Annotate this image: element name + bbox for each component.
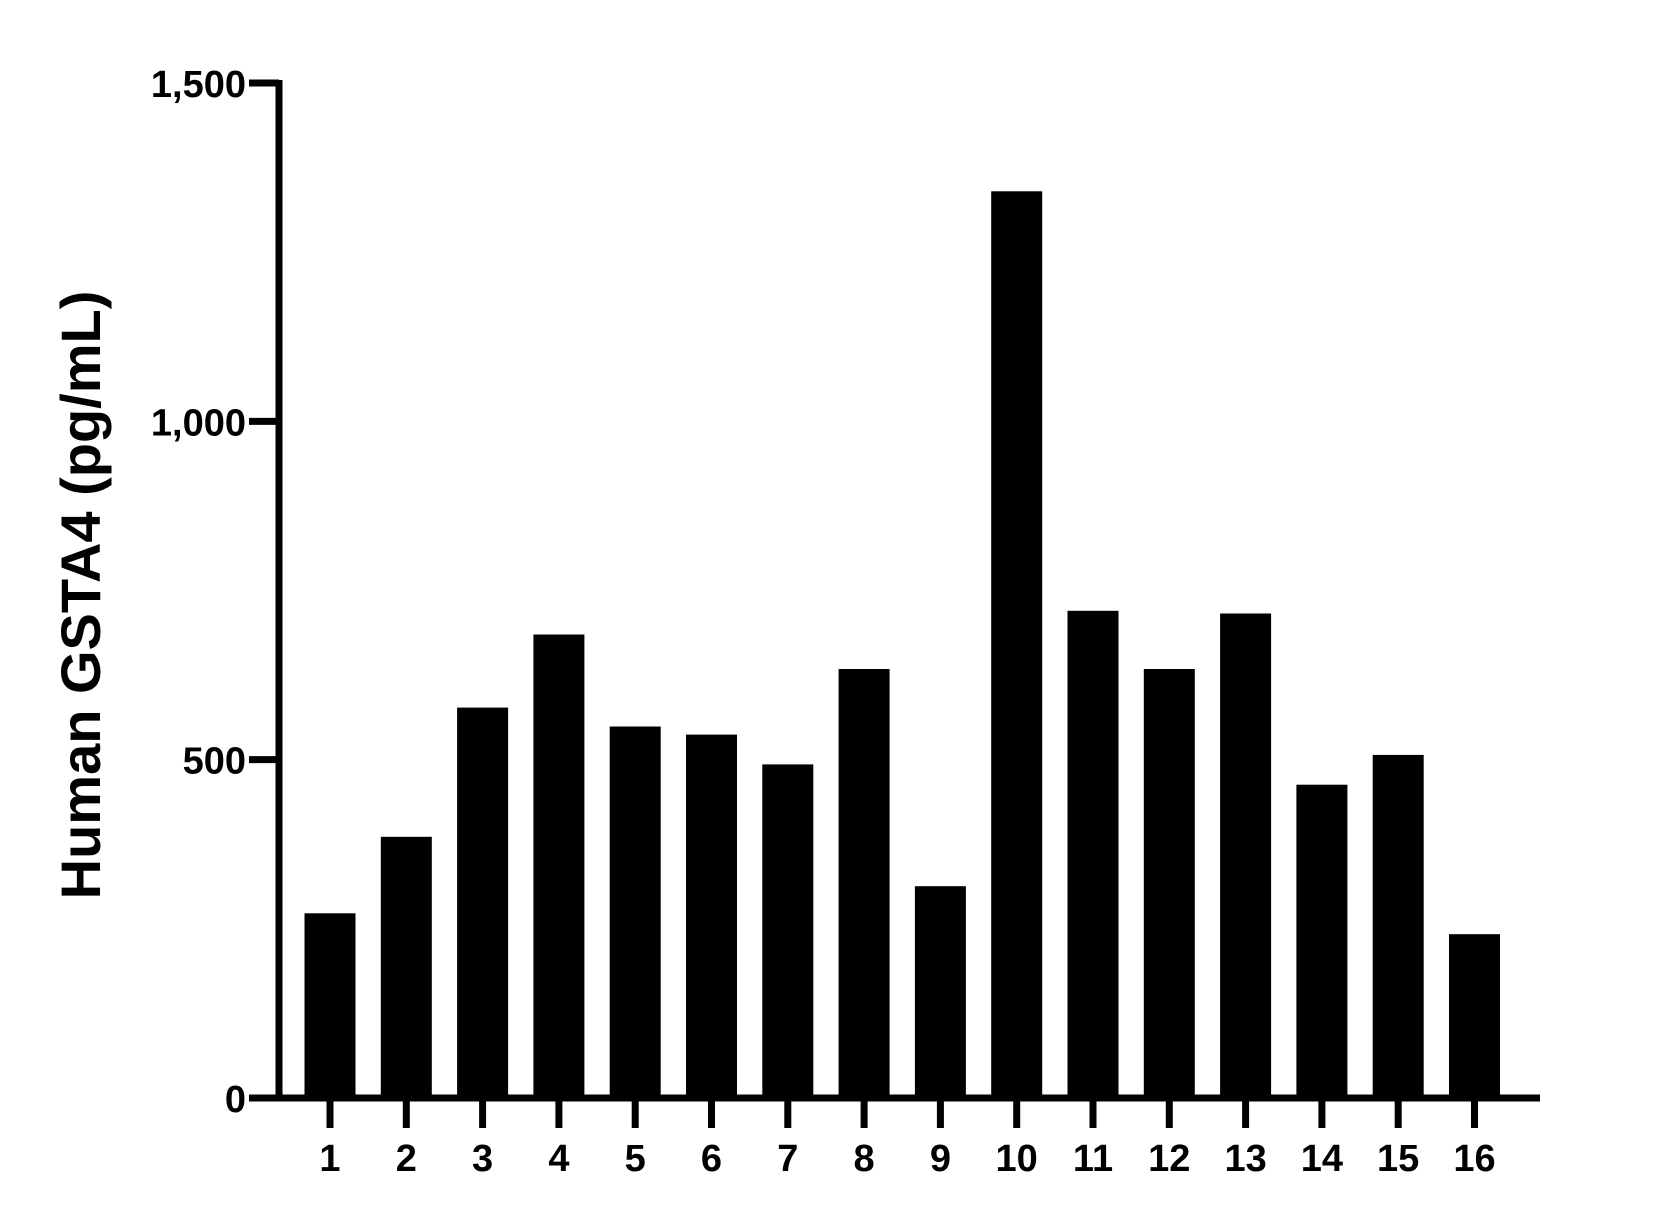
y-axis-title: Human GSTA4 (pg/mL) [49,291,112,900]
bar-13 [1220,613,1272,1098]
bar-11 [1067,610,1119,1098]
bar-1 [304,913,356,1098]
x-tick-label: 11 [1073,1138,1113,1180]
bar-14 [1296,784,1348,1098]
x-tick-label: 16 [1453,1138,1495,1180]
y-tick-label: 1,500 [151,64,246,106]
bar-6 [686,734,737,1098]
x-tick-label: 7 [777,1138,798,1180]
bar-15 [1372,754,1424,1098]
bar-16 [1449,934,1500,1098]
bar-2 [380,836,432,1098]
bar-10 [991,191,1043,1099]
x-tick-label: 6 [701,1138,722,1180]
y-tick-label: 0 [225,1079,246,1121]
x-tick-label: 5 [625,1138,646,1180]
x-tick-label: 10 [996,1138,1038,1180]
x-tick-label: 4 [548,1138,569,1180]
bar-9 [914,886,966,1098]
x-tick-label: 8 [854,1138,875,1180]
bar-12 [1143,669,1195,1098]
y-tick-label: 500 [183,741,246,783]
x-tick-label: 1 [319,1138,340,1180]
y-tick-label: 1,000 [151,402,246,444]
x-ticks: 1 2 3 4 5 6 7 8 9 10 11 12 13 14 15 16 [319,1098,1496,1180]
x-tick-label: 3 [472,1138,493,1180]
bar-4 [533,634,585,1098]
axes-layer [275,80,1540,1102]
bar-5 [609,726,661,1098]
x-tick-label: 13 [1224,1138,1266,1180]
y-ticks: 0 500 1,000 1,500 [151,64,279,1121]
x-tick-label: 12 [1148,1138,1190,1180]
bar-3 [457,707,509,1098]
x-tick-label: 14 [1301,1138,1343,1180]
bars-layer [304,191,1500,1099]
bar-8 [838,669,890,1098]
x-tick-label: 9 [930,1138,951,1180]
x-tick-label: 2 [396,1138,417,1180]
bar-7 [762,764,814,1098]
x-tick-label: 15 [1377,1138,1419,1180]
